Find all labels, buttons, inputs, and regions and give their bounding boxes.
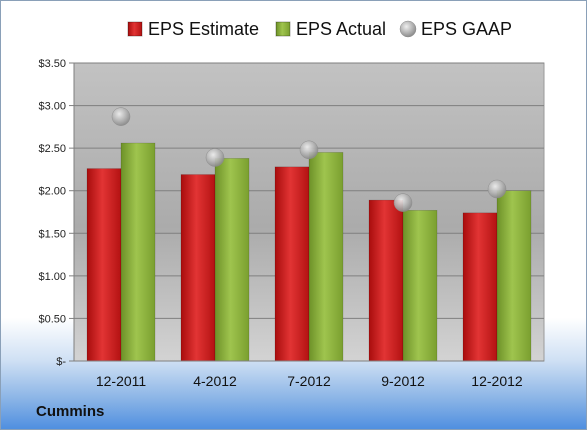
bar-eps-actual bbox=[496, 190, 532, 362]
y-tick-label: $3.00 bbox=[38, 101, 66, 113]
gaap-markers bbox=[111, 107, 507, 212]
bar-eps-actual bbox=[402, 210, 438, 362]
y-tick-label: $2.00 bbox=[38, 186, 66, 198]
bar-eps-estimate bbox=[462, 212, 498, 362]
y-tick-label: $- bbox=[56, 356, 66, 368]
y-tick-label: $0.50 bbox=[38, 313, 66, 325]
legend-label: EPS Actual bbox=[296, 19, 386, 39]
x-tick-label: 4-2012 bbox=[193, 373, 237, 389]
y-tick-label: $3.50 bbox=[38, 58, 66, 70]
marker-eps-gaap bbox=[487, 179, 507, 199]
bar-eps-estimate bbox=[180, 174, 216, 362]
legend-label: EPS Estimate bbox=[148, 19, 259, 39]
company-label: Cummins bbox=[36, 403, 105, 420]
x-axis: 12-2011 4-2012 7-2012 9-2012 12-2012 bbox=[74, 360, 544, 389]
marker-eps-gaap bbox=[111, 107, 131, 126]
marker-eps-gaap bbox=[205, 148, 225, 167]
bars bbox=[86, 142, 532, 362]
bar-eps-actual bbox=[308, 152, 344, 362]
legend: EPS Estimate EPS Actual EPS GAAP bbox=[127, 19, 512, 39]
bar-eps-estimate bbox=[86, 168, 122, 362]
y-tick-label: $1.00 bbox=[38, 271, 66, 283]
marker-eps-gaap bbox=[393, 193, 413, 212]
legend-swatch bbox=[127, 21, 143, 37]
y-tick-label: $2.50 bbox=[38, 143, 66, 155]
x-tick-label: 9-2012 bbox=[381, 373, 425, 389]
legend-swatch bbox=[399, 20, 417, 38]
x-tick-label: 12-2011 bbox=[96, 373, 147, 389]
bar-eps-estimate bbox=[274, 166, 310, 362]
legend-swatch bbox=[275, 21, 291, 37]
bar-eps-actual bbox=[214, 158, 250, 362]
x-tick-label: 12-2012 bbox=[471, 373, 523, 389]
marker-eps-gaap bbox=[299, 140, 319, 160]
y-axis: $- $0.50 $1.00 $1.50 $2.00 $2.50 $3.00 $3.50 bbox=[38, 58, 75, 368]
bar-eps-actual bbox=[120, 142, 156, 362]
x-tick-label: 7-2012 bbox=[287, 373, 331, 389]
bar-eps-estimate bbox=[368, 199, 404, 362]
legend-label: EPS GAAP bbox=[421, 19, 512, 39]
y-tick-label: $1.50 bbox=[38, 228, 66, 240]
